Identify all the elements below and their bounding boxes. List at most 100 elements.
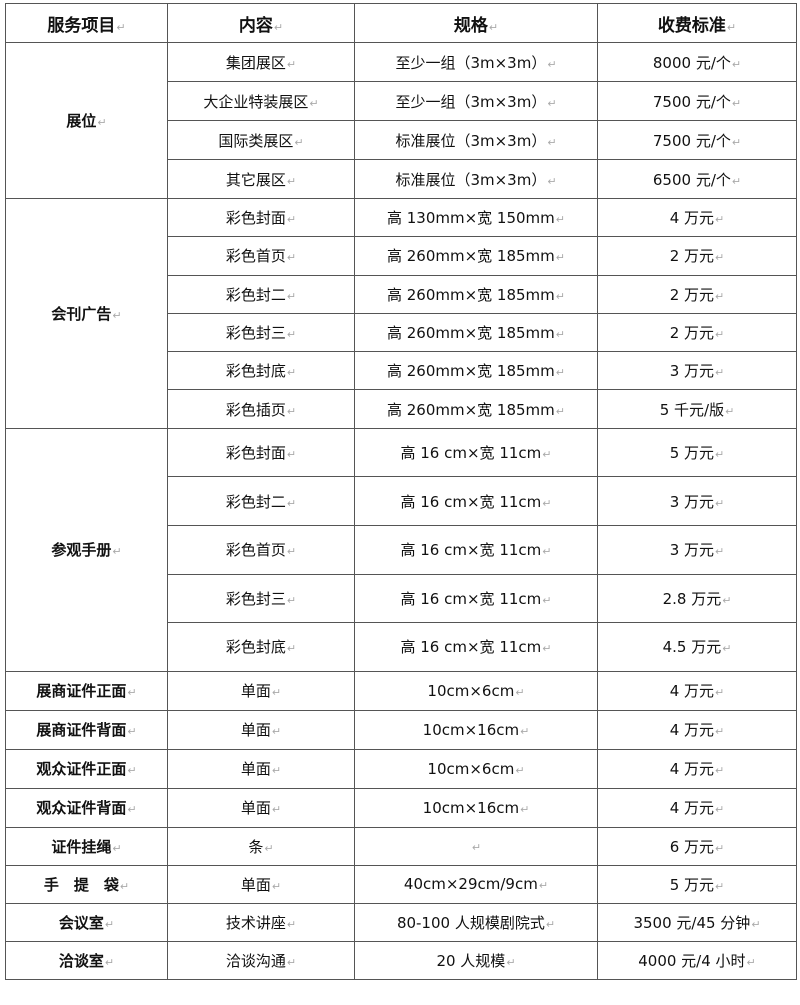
paragraph-mark-icon: ↵ [286,917,297,931]
service-category-text: 参观手册 [51,541,112,560]
paragraph-mark-icon: ↵ [271,686,282,700]
paragraph-mark-icon: ↵ [127,725,137,739]
price-cell-text: 6 万元 [669,837,715,856]
service-category-text: 证件挂绳 [51,837,112,856]
table-row: 展位↵ 集团展区↵ 至少一组（3m×3m）↵ 8000 元/个↵ [5,42,797,199]
paragraph-mark-icon: ↵ [97,116,107,129]
spec-cell: 40cm×29cm/9cm↵ [354,864,598,904]
price-cell-text: 7500 元/个 [652,92,731,111]
price-cell: 4000 元/4 小时↵ [597,940,797,980]
service-category: 展商证件背面↵ [5,709,168,750]
paragraph-mark-icon: ↵ [538,879,549,893]
content-cell-text: 彩色封二 [225,285,286,304]
price-cell: 4 万元↵ [597,787,797,828]
service-category-text: 手 提 袋 [43,875,119,894]
spec-cell-text: 高 260mm×宽 185mm [386,362,555,381]
service-category: 参观手册↵ [5,427,168,672]
table-row: 证件挂绳↵ 条↵ ↵ 6 万元↵ [5,826,797,866]
content-cell-text: 集团展区 [225,53,286,72]
service-category-text: 观众证件背面 [36,799,127,818]
spec-cell: 标准展位（3m×3m）↵ [354,120,598,160]
spec-cell: 10cm×6cm↵ [354,748,598,789]
service-category-text: 展位 [66,112,97,130]
price-cell-text: 3 万元 [669,492,715,511]
paragraph-mark-icon: ↵ [286,366,297,380]
table-row: 观众证件正面↵ 单面↵ 10cm×6cm↵ 4 万元↵ [5,748,797,789]
price-cell: 5 万元↵ [597,864,797,904]
spec-cell: 高 130mm×宽 150mm↵ [354,197,598,238]
content-cell: 彩色首页↵ [167,524,355,575]
content-cell: 单面↵ [167,787,355,828]
table-row: 国际类展区↵ 标准展位（3m×3m）↵ 7500 元/个↵ [6,120,797,160]
paragraph-mark-icon: ↵ [286,448,297,462]
spec-cell-text: 高 130mm×宽 150mm [386,209,555,228]
paragraph-mark-icon: ↵ [542,496,552,510]
content-cell: 单面↵ [167,748,355,789]
paragraph-mark-icon: ↵ [286,174,297,188]
paragraph-mark-icon: ↵ [104,917,115,931]
price-cell-text: 4 万元 [669,760,715,779]
service-category-text: 会议室 [58,913,104,932]
paragraph-mark-icon: ↵ [542,448,552,462]
price-cell: 4 万元↵ [597,709,797,750]
paragraph-mark-icon: ↵ [286,213,297,227]
table-row: 彩色首页↵ 高 16 cm×宽 11cm↵ 3 万元↵ [6,524,797,575]
spec-cell-text: 高 16 cm×宽 11cm [400,589,542,608]
table-row: 会议室↵ 技术讲座↵ 80-100 人规模剧院式↵ 3500 元/45 分钟↵ [5,902,797,942]
spec-cell-text: 高 260mm×宽 185mm [386,247,555,266]
spec-cell-text: 20 人规模 [436,951,506,970]
paragraph-mark-icon: ↵ [715,251,725,265]
spec-cell: 高 16 cm×宽 11cm↵ [354,622,598,672]
service-category: 洽谈室↵ [5,940,168,980]
content-cell-text: 国际类展区 [218,131,294,150]
paragraph-mark-icon: ↵ [547,57,557,71]
paragraph-mark-icon: ↵ [104,955,115,969]
content-cell-text: 彩色封二 [225,492,286,511]
content-cell: 彩色封二↵ [167,476,355,526]
paragraph-mark-icon: ↵ [271,879,282,893]
paragraph-mark-icon: ↵ [731,57,742,71]
paragraph-mark-icon: ↵ [506,955,516,969]
content-cell: 技术讲座↵ [167,902,355,942]
header-label: 规格 [453,15,488,36]
spec-cell: 高 260mm×宽 185mm↵ [354,236,598,276]
paragraph-mark-icon: ↵ [286,496,297,510]
content-cell-text: 单面 [240,682,271,701]
price-cell: 4.5 万元↵ [597,622,797,672]
price-cell-text: 4 万元 [669,721,715,740]
paragraph-mark-icon: ↵ [731,135,742,149]
fee-table: 服务项目↵ 内容↵ 规格↵ 收费标准↵ 展位↵ 集团展区↵ 至少一组（3m×3m）↵… [5,3,797,980]
paragraph-mark-icon: ↵ [286,328,297,342]
header-service: 服务项目↵ [5,3,168,43]
table-row: 彩色插页↵ 高 260mm×宽 185mm↵ 5 千元/版↵ [6,389,797,429]
price-cell-text: 8000 元/个 [652,53,731,72]
paragraph-mark-icon: ↵ [286,955,297,969]
service-category: 展位↵ [5,42,168,199]
price-cell-text: 3 万元 [669,541,715,560]
price-cell-text: 2 万元 [669,285,715,304]
price-cell-text: 4000 元/4 小时 [638,951,746,970]
content-cell-text: 彩色首页 [225,541,286,560]
table-row: 展商证件正面↵ 单面↵ 10cm×6cm↵ 4 万元↵ [5,670,797,711]
spec-cell: ↵ [354,826,598,866]
table-row: 参观手册↵ 彩色封面↵ 高 16 cm×宽 11cm↵ 5 万元↵ [5,427,797,672]
spec-cell-text: 高 260mm×宽 185mm [386,400,555,419]
content-cell-text: 彩色封面 [225,444,286,463]
table-row: 彩色封底↵ 高 260mm×宽 185mm↵ 3 万元↵ [6,351,797,391]
content-cell: 单面↵ [167,709,355,750]
content-cell: 单面↵ [167,670,355,711]
table-row: 手 提 袋↵ 单面↵ 40cm×29cm/9cm↵ 5 万元↵ [5,864,797,904]
paragraph-mark-icon: ↵ [746,955,756,969]
content-cell: 条↵ [167,826,355,866]
service-category-text: 展商证件正面 [36,682,127,701]
paragraph-mark-icon: ↵ [471,841,482,855]
table-row: 彩色首页↵ 高 260mm×宽 185mm↵ 2 万元↵ [6,236,797,276]
paragraph-mark-icon: ↵ [715,328,725,342]
content-cell: 集团展区↵ [167,42,355,82]
table-row: 彩色封三↵ 高 260mm×宽 185mm↵ 2 万元↵ [6,312,797,353]
price-cell: 3 万元↵ [597,476,797,526]
service-category-text: 洽谈室 [58,951,104,970]
table-row: 展商证件背面↵ 单面↵ 10cm×16cm↵ 4 万元↵ [5,709,797,750]
content-cell-text: 单面 [240,760,271,779]
spec-cell: 10cm×16cm↵ [354,787,598,828]
